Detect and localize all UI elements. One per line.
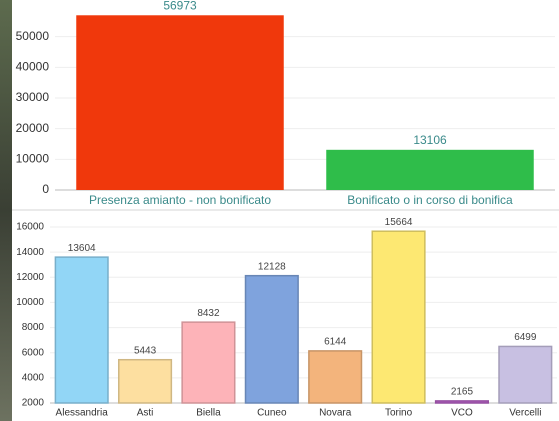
bar xyxy=(244,274,299,404)
value-label: 8432 xyxy=(197,308,220,319)
y-tick-label: 30000 xyxy=(16,90,50,104)
value-label: 15664 xyxy=(385,217,413,228)
bar xyxy=(326,149,534,190)
y-tick-label: 12000 xyxy=(16,272,44,283)
y-tick-label: 50000 xyxy=(16,29,50,43)
x-tick-label: VCO xyxy=(451,408,473,419)
x-tick-label: Novara xyxy=(319,408,352,419)
x-tick-label: Torino xyxy=(385,408,413,419)
x-tick-label: Asti xyxy=(137,408,154,419)
y-tick-label: 20000 xyxy=(16,121,50,135)
bar xyxy=(434,400,489,404)
y-tick-label: 6000 xyxy=(22,347,45,358)
value-label: 13106 xyxy=(413,133,447,147)
bar xyxy=(54,256,109,404)
bar xyxy=(118,358,173,404)
x-tick-label: Alessandria xyxy=(56,408,109,419)
x-tick-label: Presenza amianto - non bonificato xyxy=(89,193,271,207)
bar xyxy=(181,321,236,404)
bar xyxy=(76,15,284,190)
bar xyxy=(371,230,426,404)
x-tick-label: Biella xyxy=(196,408,221,419)
y-tick-label: 10000 xyxy=(16,297,44,308)
y-tick-label: 4000 xyxy=(22,372,45,383)
value-label: 6499 xyxy=(514,332,537,343)
value-label: 56973 xyxy=(163,0,197,12)
bar xyxy=(498,345,553,404)
map-edge xyxy=(0,0,12,421)
y-tick-label: 14000 xyxy=(16,247,44,258)
y-tick-label: 40000 xyxy=(16,60,50,74)
y-tick-label: 10000 xyxy=(16,152,50,166)
y-tick-label: 16000 xyxy=(16,222,44,233)
value-label: 6144 xyxy=(324,337,347,348)
value-label: 13604 xyxy=(68,243,96,254)
value-label: 2165 xyxy=(451,387,474,398)
bar xyxy=(308,350,363,404)
value-label: 5443 xyxy=(134,345,157,356)
value-label: 12128 xyxy=(258,261,286,272)
x-tick-label: Cuneo xyxy=(257,408,287,419)
x-tick-label: Vercelli xyxy=(509,408,541,419)
y-tick-label: 0 xyxy=(42,182,49,196)
x-tick-label: Bonificato o in corso di bonifica xyxy=(347,193,513,207)
y-tick-label: 2000 xyxy=(22,398,45,409)
y-tick-label: 8000 xyxy=(22,322,45,333)
